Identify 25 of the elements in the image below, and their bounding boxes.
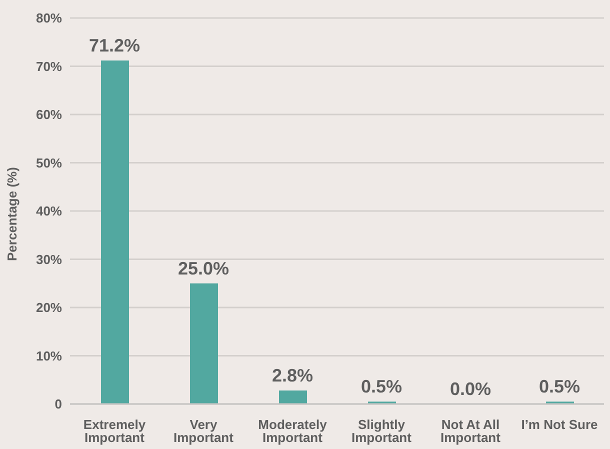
data-label: 71.2% (88, 35, 140, 56)
y-tick-label: 10% (36, 348, 62, 364)
x-tick-label: Very Important (174, 417, 234, 446)
x-tick-label: Not At All Important (440, 417, 502, 446)
bar (279, 390, 307, 404)
y-tick-label: 30% (36, 252, 62, 267)
bar (190, 283, 218, 404)
x-tick-label: Moderately Important (258, 417, 328, 446)
data-label: 0.5% (538, 376, 580, 397)
data-label: 0.0% (450, 379, 492, 399)
data-label: 0.5% (360, 376, 402, 397)
y-tick-label: 0 (54, 396, 62, 412)
y-tick-label: 80% (36, 10, 62, 26)
data-label: 25.0% (178, 258, 230, 278)
x-tick-label: Extremely Important (83, 417, 146, 446)
y-axis-title: Percentage (%) (4, 167, 20, 261)
y-tick-label: 70% (36, 58, 62, 74)
y-tick-label: 60% (36, 107, 62, 122)
data-label: 2.8% (272, 365, 314, 386)
bar (101, 60, 129, 404)
y-tick-label: 50% (36, 155, 62, 170)
y-tick-label: 40% (36, 204, 62, 219)
x-tick-label: Slightly Important (352, 417, 412, 446)
y-tick-label: 20% (36, 300, 62, 316)
x-tick-label: I’m Not Sure (521, 417, 598, 432)
